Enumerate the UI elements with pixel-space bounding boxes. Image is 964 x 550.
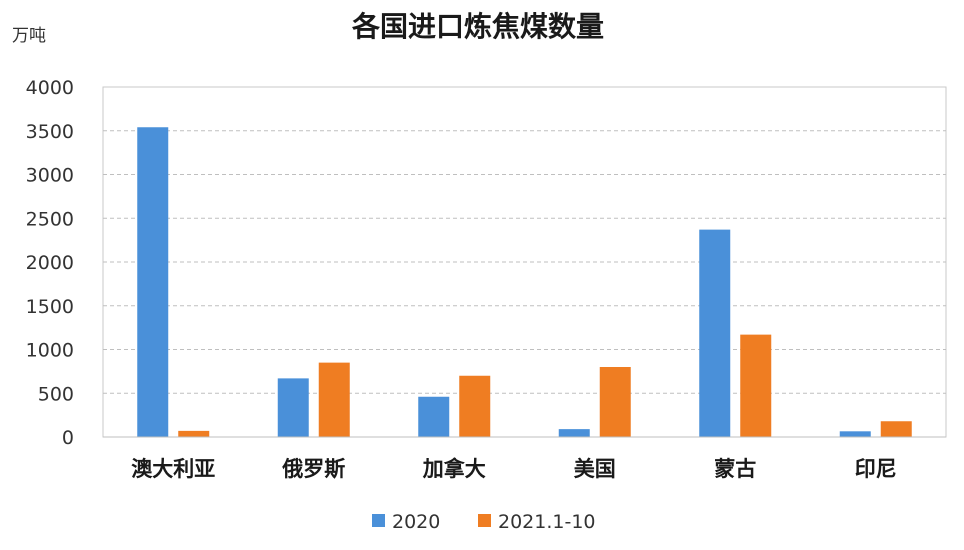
y-axis-ticks: 0 500 1000 1500 2000 2500 3000 3500 4000: [26, 77, 74, 449]
x-axis-ticks: 澳大利亚 俄罗斯 加拿大 美国 蒙古 印尼: [131, 456, 897, 481]
legend-swatch: [372, 514, 385, 527]
bar-series-2: [459, 375, 491, 437]
x-tick-label: 美国: [574, 456, 616, 481]
legend: 2020 2021.1-10: [372, 511, 596, 533]
bar-series-1: [699, 229, 731, 437]
y-tick-label: 3500: [26, 121, 74, 143]
bar-series-2: [178, 430, 210, 437]
legend-label: 2020: [392, 511, 440, 533]
legend-label: 2021.1-10: [498, 511, 596, 533]
bars: [137, 127, 912, 437]
bar-series-2: [740, 334, 772, 437]
legend-swatch: [478, 514, 491, 527]
y-tick-label: 1000: [26, 340, 74, 362]
y-axis-unit: 万吨: [12, 26, 46, 46]
y-tick-label: 4000: [26, 77, 74, 99]
bar-series-1: [418, 396, 450, 437]
bar-series-1: [839, 431, 871, 437]
x-tick-label: 澳大利亚: [131, 456, 215, 481]
gridlines: [103, 130, 946, 394]
y-tick-label: 3000: [26, 165, 74, 187]
chart-title: 各国进口炼焦煤数量: [351, 10, 604, 43]
x-tick-label: 蒙古: [714, 456, 756, 481]
x-tick-label: 印尼: [855, 456, 897, 481]
y-tick-label: 1500: [26, 296, 74, 318]
bar-series-1: [558, 429, 590, 437]
bar-series-2: [318, 362, 350, 437]
x-tick-label: 加拿大: [422, 456, 486, 481]
bar-series-1: [137, 127, 169, 437]
y-tick-label: 2000: [26, 252, 74, 274]
bar-series-1: [277, 378, 309, 437]
y-tick-label: 0: [62, 427, 74, 449]
y-tick-label: 2500: [26, 208, 74, 230]
bar-series-2: [880, 421, 912, 437]
x-tick-label: 俄罗斯: [281, 456, 345, 481]
y-tick-label: 500: [38, 383, 74, 405]
bar-series-2: [599, 367, 631, 437]
